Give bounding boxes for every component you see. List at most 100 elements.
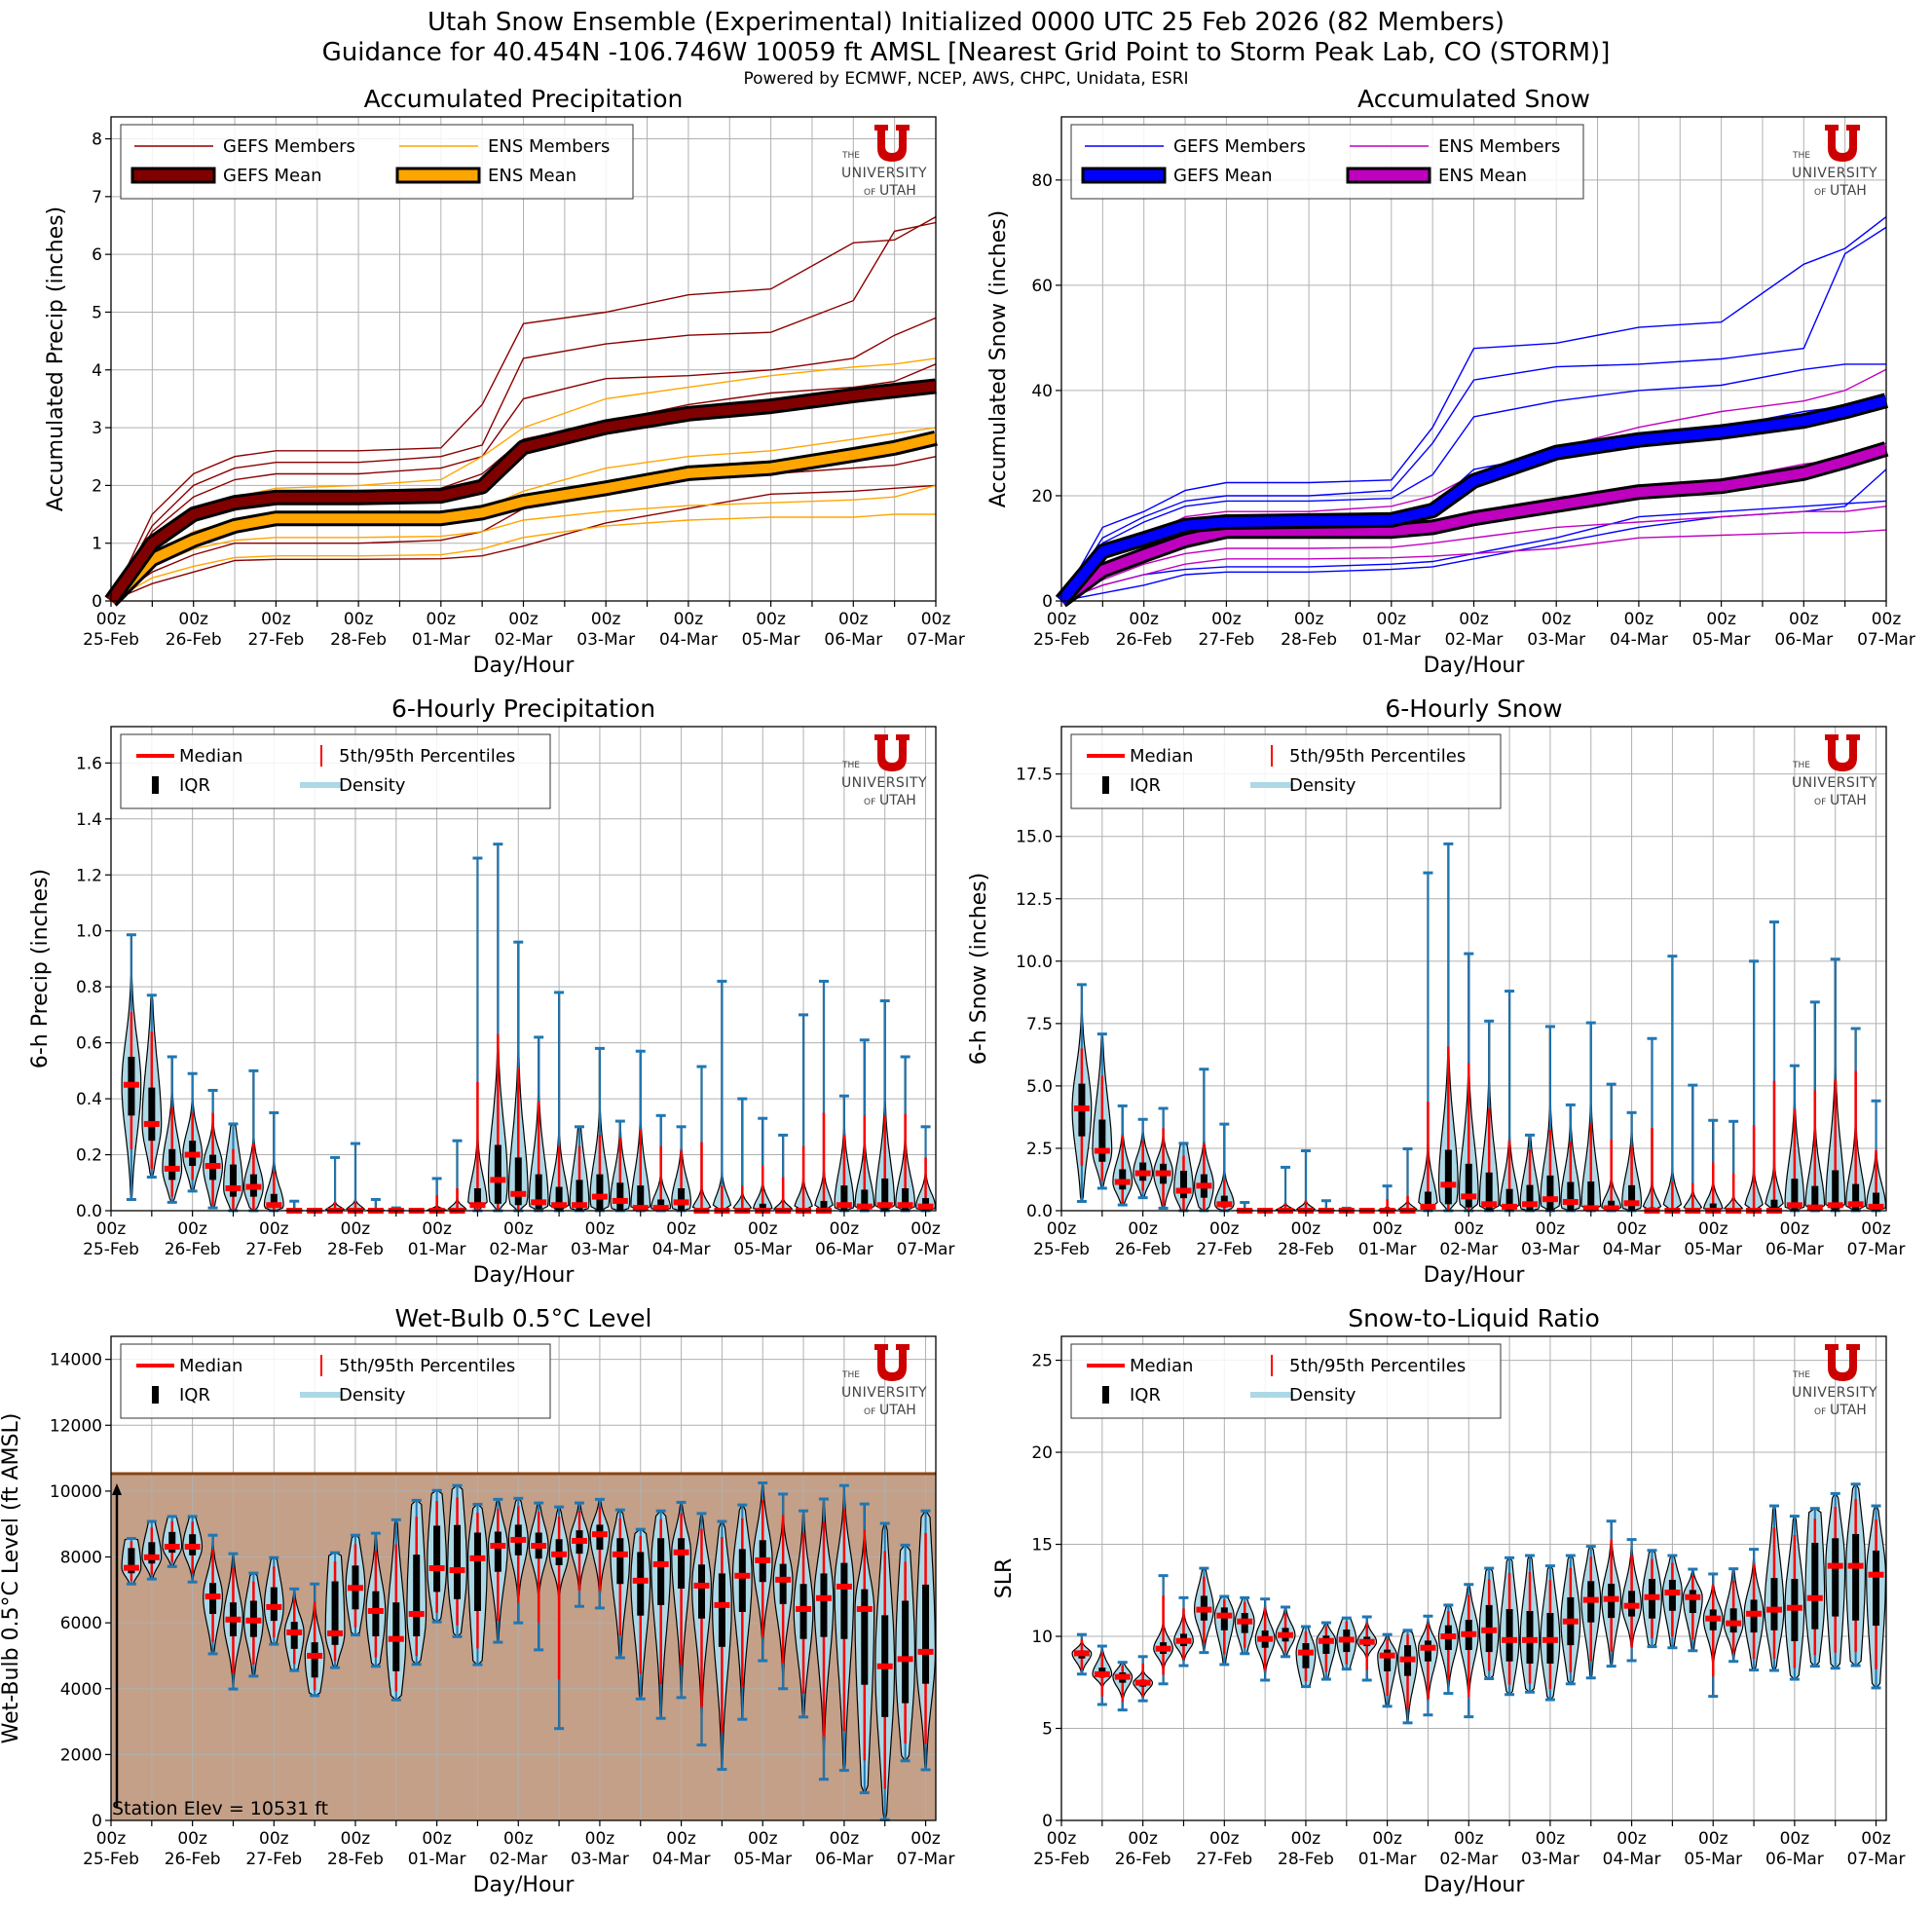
x-tick-label-date: 25-Feb [1033,1850,1090,1869]
chart-panel: 0.02.55.07.510.012.515.017.500z25-Feb00z… [967,694,1905,1288]
x-tick-label-date: 06-Mar [815,1850,873,1869]
y-tick-label: 17.5 [1016,766,1053,785]
figure-subtitle: Guidance for 40.454N -106.746W 10059 ft … [321,38,1611,67]
violin [1866,1099,1887,1213]
y-tick-label: 0.0 [76,1202,102,1221]
violin-median-marker [1827,1202,1843,1209]
legend-label: Density [339,1385,406,1405]
logo-text-utah: UTAH [1830,793,1867,808]
violin-iqr-box [596,1174,604,1211]
violin [1825,957,1846,1213]
violin-iqr-box [820,1573,828,1637]
violin [1092,1032,1113,1190]
violin [1743,1548,1765,1672]
legend: Median 5th/95th Percentiles IQR Density [120,733,551,809]
x-tick-label-hour: 00z [261,610,291,629]
x-tick-label-date: 28-Feb [327,1850,384,1869]
violin [630,1527,651,1701]
violin-median-marker [1502,1203,1518,1210]
y-tick-label: 4 [92,361,102,381]
legend-label: IQR [179,1385,210,1405]
violin-median-marker [1094,1670,1110,1677]
violin [1804,1000,1826,1213]
x-tick-label-hour: 00z [1128,1219,1158,1239]
violin-median-marker [1216,1201,1233,1208]
legend-label: Median [179,746,242,767]
violin [1499,1555,1520,1697]
violin-median-marker [388,1635,404,1642]
y-tick-label: 10.0 [1016,953,1053,972]
violin-median-marker [266,1603,282,1610]
logo-text-the: THE [1792,1370,1810,1380]
violin-median-marker [245,1617,262,1624]
violin [1173,1595,1194,1667]
x-tick-label-date: 27-Feb [245,1850,302,1869]
violin-median-marker [734,1572,751,1579]
violin [182,1515,204,1584]
x-tick-label-date: 27-Feb [1196,1850,1252,1869]
violin-median-marker [1175,1637,1192,1644]
violin-median-marker [1073,1105,1090,1111]
y-tick-label: 40 [1031,382,1053,401]
violin-iqr-box [1832,1538,1839,1617]
y-tick-label: 6 [92,245,102,265]
x-tick-label-hour: 00z [422,1829,452,1849]
violin-iqr-box [616,1538,624,1585]
violin [671,1500,692,1700]
violin-iqr-box [881,1178,889,1211]
violin-iqr-box [902,1188,910,1211]
violin-median-marker [917,1203,934,1210]
y-tick-label: 25 [1031,1352,1053,1371]
violin-median-marker [1073,1650,1090,1657]
violin-iqr-box [555,1186,563,1211]
violin-median-marker [1114,1673,1131,1680]
violin [834,1483,855,1773]
violin [1744,959,1764,1214]
x-axis-label: Day/Hour [473,1873,576,1897]
legend-entry: GEFS Members [1085,136,1306,157]
violin [1478,1019,1500,1213]
violin [1133,1117,1154,1200]
x-tick-label-hour: 00z [1536,1829,1566,1849]
station-arrow-head-icon [112,1482,122,1495]
violin [1071,983,1093,1204]
logo-text-the: THE [841,761,860,770]
y-axis-label: 6-h Precip (inches) [28,869,53,1068]
violin-iqr-box [820,1200,828,1211]
legend-entry: Median [1087,746,1193,767]
violin [365,1531,387,1668]
violin-iqr-box [270,1587,278,1622]
x-tick-label-date: 25-Feb [1033,630,1090,650]
x-tick-label-date: 05-Mar [1684,1850,1742,1869]
violin [507,1496,529,1625]
violin-median-marker [286,1629,303,1635]
violin-iqr-box [290,1622,298,1649]
logo-text-utah: UTAH [1830,183,1867,199]
y-axis-label: Wet-Bulb 0.5°C Level (ft AMSL) [0,1413,23,1744]
violin [386,1518,407,1702]
x-tick-label-date: 06-Mar [1765,1850,1824,1869]
y-tick-label: 5 [92,303,102,322]
violin-iqr-box [1852,1533,1860,1621]
x-tick-label-hour: 00z [666,1219,696,1239]
violin-median-marker [796,1605,812,1612]
violin [1112,1661,1133,1712]
y-tick-label: 20 [1031,1443,1053,1463]
x-tick-label-hour: 00z [756,610,786,629]
legend-label: ENS Mean [1438,166,1527,186]
violin-median-marker [469,1202,486,1209]
violin-iqr-box [494,1144,502,1204]
violin-median-marker [469,1555,486,1561]
y-axis-label: Accumulated Precip (inches) [44,206,68,511]
legend-handle-mean [130,167,216,184]
violin [121,933,142,1202]
x-tick-label-hour: 00z [1780,1829,1810,1849]
violin-median-marker [1440,1633,1457,1640]
y-tick-label: 0.8 [76,978,102,997]
x-tick-label-date: 05-Mar [1684,1240,1742,1259]
violin [507,940,529,1213]
x-tick-label-date: 26-Feb [166,630,222,650]
violin [1092,1644,1113,1706]
violin-median-marker [266,1202,282,1209]
violin [874,999,896,1213]
